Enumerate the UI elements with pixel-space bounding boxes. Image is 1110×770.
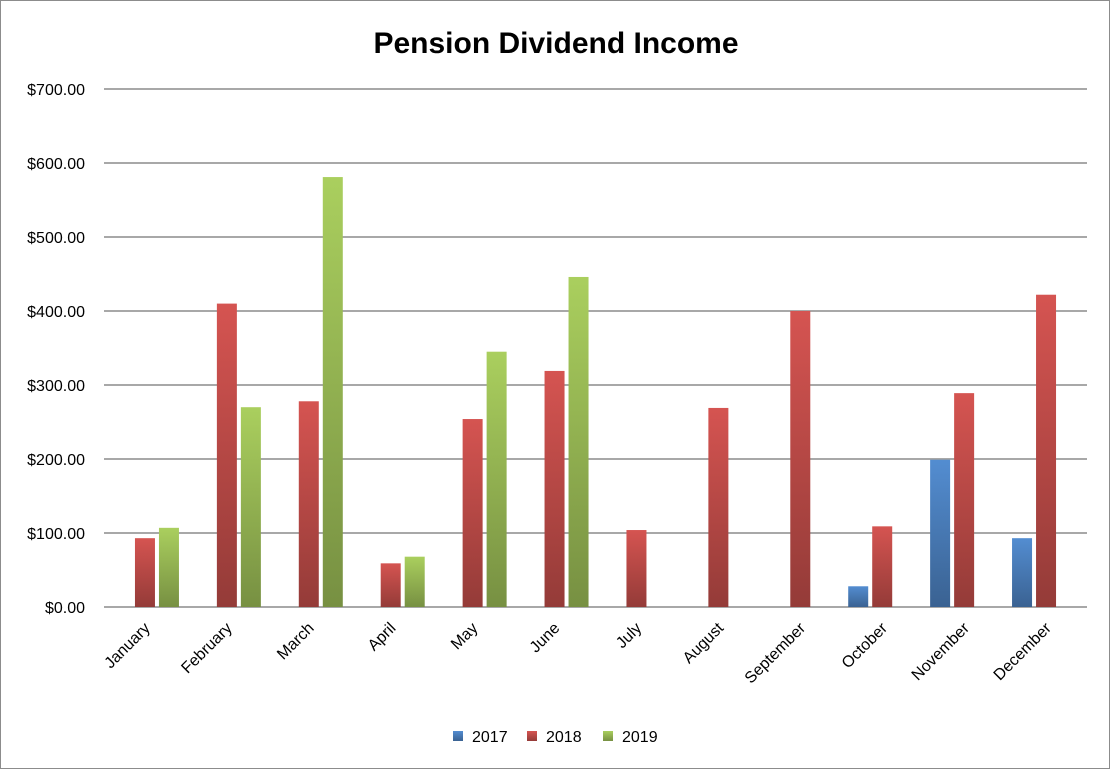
legend-swatch [527,731,537,741]
bar-2019-may [486,351,507,607]
bar-2019-june [568,276,589,607]
x-tick-label: February [178,620,235,677]
legend-label: 2017 [472,729,508,746]
y-tick-label: $200.00 [27,452,85,469]
x-axis-tick-labels: January February March April May June July Augu… [102,619,1056,687]
x-tick-label: December [991,619,1056,684]
x-tick-label: June [527,620,564,657]
x-tick-label: May [448,620,481,653]
y-tick-label: $0.00 [45,600,85,617]
legend: 2017 2018 2019 [453,729,658,746]
y-tick-label: $300.00 [27,378,85,395]
bar-2018-june [544,370,565,607]
bar-2018-january [134,538,155,607]
y-tick-label: $400.00 [27,304,85,321]
bar-2018-december [1036,294,1057,607]
bar-2018-april [380,563,401,607]
bar-2017-october [848,586,869,607]
legend-label: 2018 [546,729,582,746]
bar-2019-march [322,177,343,607]
bar-2019-april [404,556,425,607]
bar-2019-february [240,407,261,607]
bar-2018-february [216,303,237,607]
x-tick-label: September [742,619,810,687]
y-tick-label: $600.00 [27,156,85,173]
legend-swatch [603,731,613,741]
bars [134,177,1057,607]
x-tick-label: January [102,620,154,672]
y-tick-label: $500.00 [27,230,85,247]
bar-2018-november [954,393,975,607]
x-tick-label: March [274,620,317,663]
chart-title: Pension Dividend Income [373,27,738,60]
legend-swatch [453,731,463,741]
x-tick-label: November [909,619,974,684]
gridlines [104,88,1087,608]
bar-2017-november [930,459,951,607]
legend-label: 2019 [622,729,658,746]
x-tick-label: July [613,620,645,652]
x-tick-label: April [365,620,400,655]
y-tick-label: $700.00 [27,82,85,99]
bar-2018-march [298,401,319,607]
bar-2017-december [1012,538,1033,607]
x-tick-label: August [680,619,728,667]
bar-2018-august [708,407,729,607]
y-axis-tick-labels: $0.00 $100.00 $200.00 $300.00 $400.00 $500.00… [27,82,85,617]
x-tick-label: October [839,619,892,672]
bar-2018-july [626,530,647,607]
bar-2018-september [790,311,811,607]
bar-2018-may [462,419,483,607]
y-tick-label: $100.00 [27,526,85,543]
bar-2019-january [158,527,179,607]
bar-2018-october [872,526,893,607]
